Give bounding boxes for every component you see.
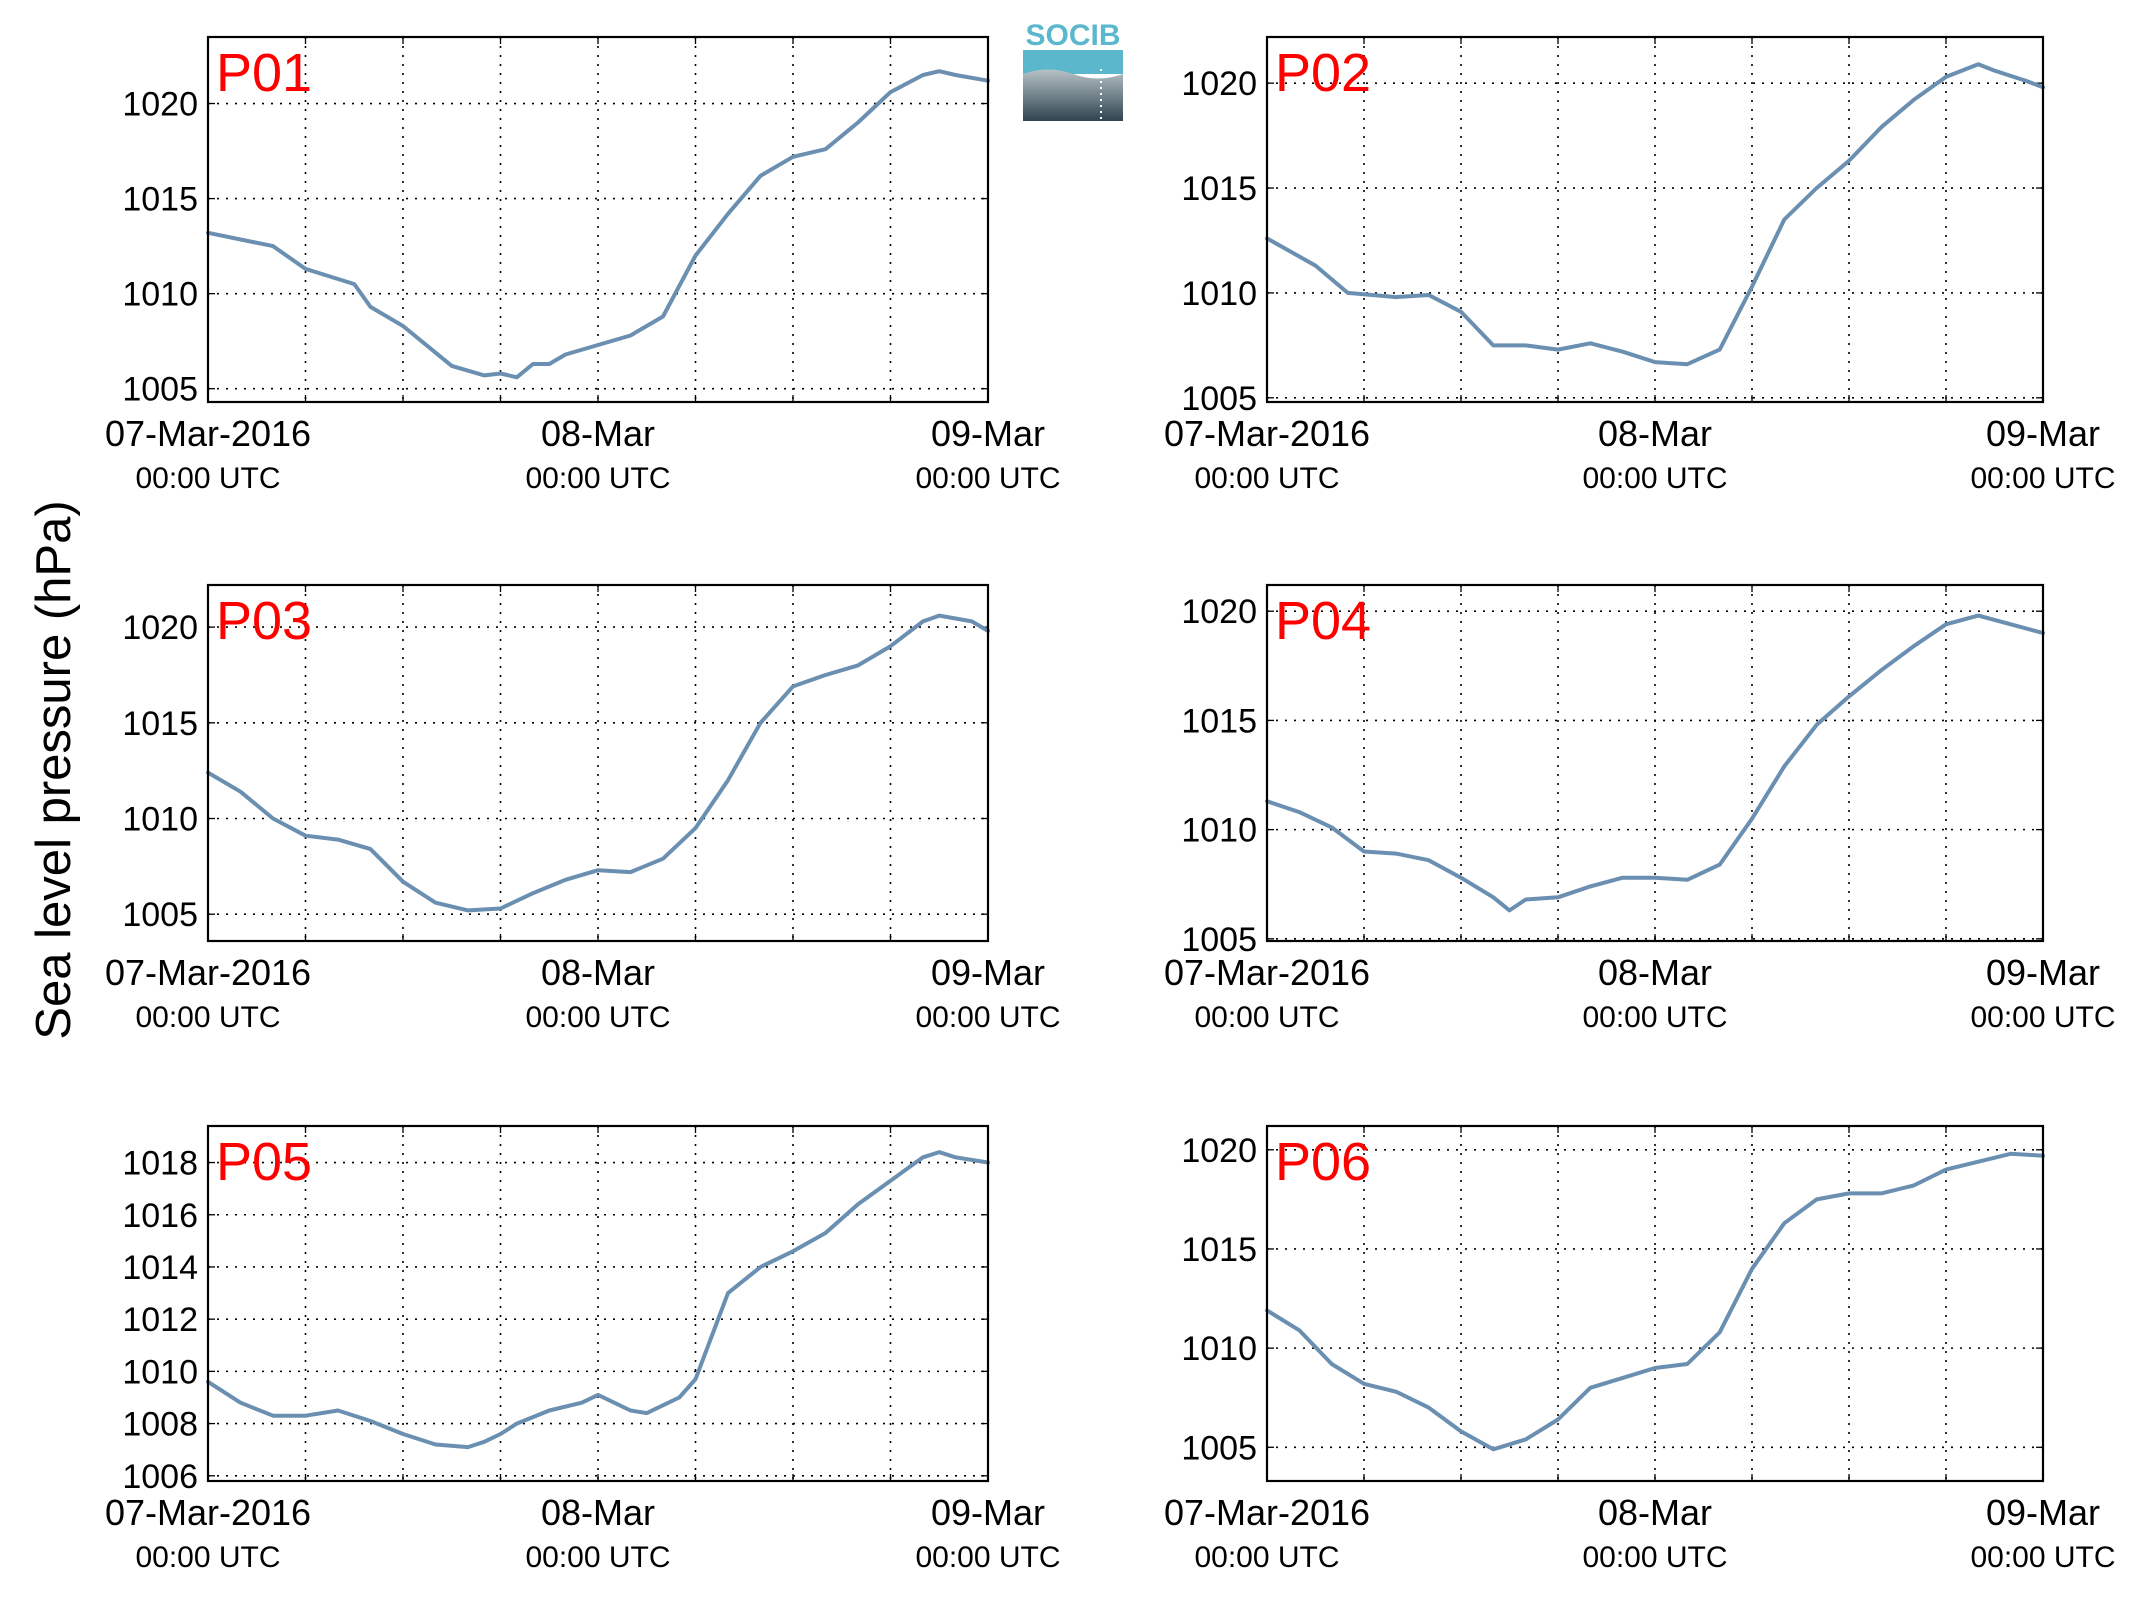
x-tick-label-date: 07-Mar-2016 — [1164, 413, 1370, 454]
x-tick-label-time: 00:00 UTC — [525, 1001, 670, 1034]
pressure-series-line — [1265, 1151, 2045, 1452]
x-tick-label-time: 00:00 UTC — [135, 1541, 280, 1574]
y-tick-label: 1015 — [1181, 702, 1257, 740]
x-tick-label-date: 08-Mar — [1598, 952, 1712, 993]
x-tick-label-time: 00:00 UTC — [1582, 462, 1727, 495]
pressure-series-line — [206, 69, 990, 380]
socib-logo: SOCIB — [1023, 19, 1123, 121]
axes-frame — [206, 583, 990, 943]
x-tick-label-date: 09-Mar — [931, 413, 1045, 454]
pressure-series-line — [206, 613, 990, 913]
x-tick-label-time: 00:00 UTC — [1582, 1541, 1727, 1574]
axes-frame — [1265, 35, 2045, 404]
x-tick-label-date: 07-Mar-2016 — [1164, 1492, 1370, 1533]
x-tick-label-time: 00:00 UTC — [525, 1541, 670, 1574]
x-tick-label-time: 00:00 UTC — [915, 1541, 1060, 1574]
x-tick-label-time: 00:00 UTC — [915, 462, 1060, 495]
y-tick-label: 1010 — [122, 276, 198, 314]
pressure-series-line — [1265, 613, 2045, 913]
pressure-series-line — [206, 1150, 990, 1450]
x-tick-label-date: 09-Mar — [931, 952, 1045, 993]
x-tick-label-time: 00:00 UTC — [135, 1001, 280, 1034]
station-label: P04 — [1275, 591, 1371, 651]
axes-frame — [1265, 1124, 2045, 1483]
x-tick-label-date: 07-Mar-2016 — [105, 952, 311, 993]
pressure-series-line — [1265, 62, 2045, 367]
y-tick-label: 1008 — [122, 1406, 198, 1444]
plot-area — [208, 37, 988, 402]
x-tick-label-date: 07-Mar-2016 — [105, 413, 311, 454]
x-tick-label-time: 00:00 UTC — [1582, 1001, 1727, 1034]
axes-frame — [1265, 583, 2045, 943]
y-tick-label: 1020 — [1181, 65, 1257, 103]
y-tick-label: 1018 — [122, 1145, 198, 1183]
x-tick-label-time: 00:00 UTC — [1970, 462, 2115, 495]
y-tick-label: 1010 — [1181, 275, 1257, 313]
chart-panel-p03: 1005 1010 1015 1020 P03 07-Mar-2016 00:00 UTC 0… — [105, 583, 1061, 1034]
y-tick-label: 1005 — [1181, 380, 1257, 418]
y-tick-label: 1010 — [122, 801, 198, 839]
chart-panel-p05: 1006 1008 1010 1012 1014 1016 1018 P05 07-Mar-20… — [105, 1124, 1061, 1574]
x-tick-label-date: 08-Mar — [541, 413, 655, 454]
y-tick-label: 1005 — [1181, 921, 1257, 959]
x-tick-label-date: 08-Mar — [1598, 413, 1712, 454]
y-tick-label: 1005 — [122, 371, 198, 409]
y-tick-label: 1012 — [122, 1301, 198, 1339]
x-tick-label-date: 09-Mar — [1986, 1492, 2100, 1533]
chart-panel-p04: 1005 1010 1015 1020 P04 07-Mar-2016 00:00 UTC 0… — [1164, 583, 2116, 1034]
y-tick-label: 1020 — [1181, 593, 1257, 631]
y-tick-label: 1015 — [1181, 170, 1257, 208]
logo-wave — [1023, 69, 1123, 121]
x-tick-label-date: 08-Mar — [541, 1492, 655, 1533]
x-tick-label-date: 07-Mar-2016 — [1164, 952, 1370, 993]
station-label: P01 — [216, 43, 312, 103]
x-tick-label-time: 00:00 UTC — [1194, 1001, 1339, 1034]
x-tick-label-date: 09-Mar — [1986, 952, 2100, 993]
x-tick-label-date: 09-Mar — [931, 1492, 1045, 1533]
plot-area — [208, 585, 988, 941]
x-tick-label-time: 00:00 UTC — [1194, 1541, 1339, 1574]
chart-panel-p02: 1005 1010 1015 1020 P02 07-Mar-2016 00:00 UTC 0… — [1164, 35, 2116, 495]
x-tick-label-date: 08-Mar — [1598, 1492, 1712, 1533]
chart-panel-p06: 1005 1010 1015 1020 P06 07-Mar-2016 00:00 UTC 0… — [1164, 1124, 2116, 1574]
y-tick-label: 1020 — [122, 86, 198, 124]
station-label: P05 — [216, 1132, 312, 1192]
logo-text: SOCIB — [1025, 19, 1120, 52]
station-label: P03 — [216, 591, 312, 651]
y-tick-label: 1005 — [1181, 1429, 1257, 1467]
y-axis-label: Sea level pressure (hPa) — [27, 500, 81, 1039]
y-tick-label: 1015 — [122, 181, 198, 219]
x-tick-label-time: 00:00 UTC — [135, 462, 280, 495]
y-tick-label: 1015 — [122, 705, 198, 743]
x-tick-label-time: 00:00 UTC — [915, 1001, 1060, 1034]
x-tick-label-time: 00:00 UTC — [1194, 462, 1339, 495]
y-tick-label: 1006 — [122, 1458, 198, 1496]
x-tick-label-time: 00:00 UTC — [1970, 1541, 2115, 1574]
axes-frame — [206, 35, 990, 404]
y-tick-label: 1020 — [1181, 1132, 1257, 1170]
plot-area — [208, 1126, 988, 1481]
y-tick-label: 1016 — [122, 1197, 198, 1235]
y-tick-label: 1005 — [122, 896, 198, 934]
y-tick-label: 1010 — [1181, 1330, 1257, 1368]
axes-frame — [206, 1124, 990, 1483]
station-label: P02 — [1275, 43, 1371, 103]
x-tick-label-date: 07-Mar-2016 — [105, 1492, 311, 1533]
x-tick-label-time: 00:00 UTC — [1970, 1001, 2115, 1034]
y-tick-label: 1014 — [122, 1249, 198, 1287]
y-tick-label: 1010 — [122, 1353, 198, 1391]
chart-panel-p01: 1005 1010 1015 1020 P01 07-Mar-2016 00:00 UTC 0… — [105, 35, 1061, 495]
x-tick-label-date: 09-Mar — [1986, 413, 2100, 454]
panels: 1005 1010 1015 1020 P01 07-Mar-2016 00:00 UTC 0… — [105, 35, 2116, 1574]
y-tick-label: 1020 — [122, 609, 198, 647]
station-label: P06 — [1275, 1132, 1371, 1192]
y-tick-label: 1015 — [1181, 1231, 1257, 1269]
x-tick-label-time: 00:00 UTC — [525, 462, 670, 495]
y-tick-label: 1010 — [1181, 812, 1257, 850]
x-tick-label-date: 08-Mar — [541, 952, 655, 993]
